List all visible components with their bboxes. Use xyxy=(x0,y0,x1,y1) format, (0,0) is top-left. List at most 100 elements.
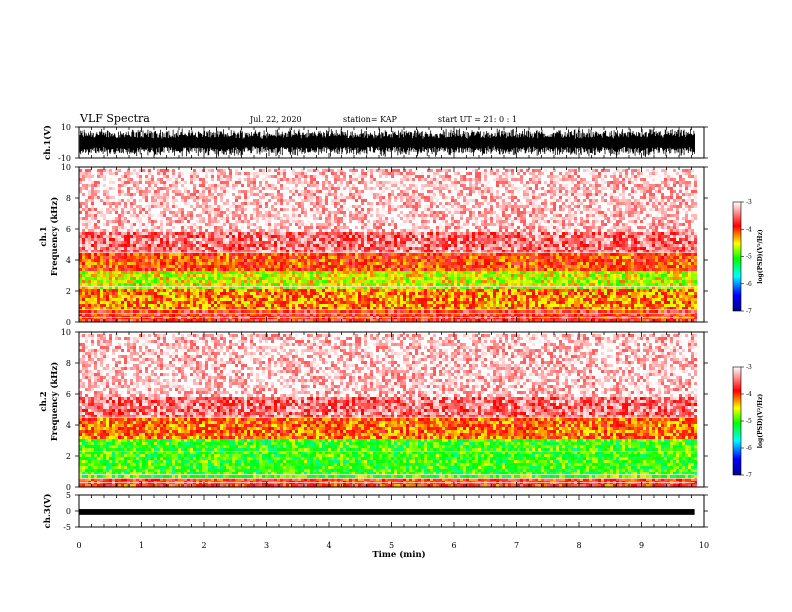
spectrogram-cell xyxy=(637,262,640,265)
spectrogram-cell xyxy=(226,304,229,307)
spectrogram-cell xyxy=(364,268,367,271)
spectrogram-cell xyxy=(277,301,280,304)
spectrogram-cell xyxy=(613,298,616,301)
spectrogram-cell xyxy=(328,292,331,295)
spectrogram-cell xyxy=(277,271,280,274)
spectrogram-cell xyxy=(595,262,598,265)
spectrogram-cell xyxy=(445,256,448,259)
spectrogram-cell xyxy=(196,292,199,295)
spectrogram-cell xyxy=(163,271,166,274)
spectrogram-cell xyxy=(94,283,97,286)
spectrogram-cell xyxy=(634,274,637,277)
spectrogram-cell xyxy=(679,274,682,277)
spectrogram-cell xyxy=(487,256,490,259)
spectrogram-cell xyxy=(406,283,409,286)
spectrogram-cell xyxy=(295,253,298,256)
spectrogram-cell xyxy=(544,298,547,301)
spectrogram-cell xyxy=(166,253,169,256)
spectrogram-cell xyxy=(520,292,523,295)
spectrogram-cell xyxy=(340,271,343,274)
spectrogram-cell xyxy=(445,295,448,298)
spectrogram-cell xyxy=(211,292,214,295)
spectrogram-cell xyxy=(556,289,559,292)
spectrogram-cell xyxy=(223,283,226,286)
spectrogram-cell xyxy=(340,265,343,268)
spectrogram-cell xyxy=(448,310,451,313)
spectrogram-cell xyxy=(379,280,382,283)
spectrogram-cell xyxy=(505,289,508,292)
spectrogram-cell xyxy=(304,253,307,256)
spectrogram-cell xyxy=(250,271,253,274)
spectrogram-cell xyxy=(559,271,562,274)
spectrogram-cell xyxy=(586,262,589,265)
spectrogram-cell xyxy=(436,259,439,262)
spectrogram-cell xyxy=(196,277,199,280)
spectrogram-cell xyxy=(580,265,583,268)
spectrogram-cell xyxy=(643,292,646,295)
spectrogram-cell xyxy=(136,274,139,277)
spectrogram-cell xyxy=(439,301,442,304)
spectrogram-cell xyxy=(313,304,316,307)
spectrogram-cell xyxy=(244,268,247,271)
spectrogram-cell xyxy=(184,256,187,259)
spectrogram-cell xyxy=(403,277,406,280)
spectrogram-cell xyxy=(280,265,283,268)
spectrogram-cell xyxy=(625,310,628,313)
spectrogram-cell xyxy=(346,265,349,268)
spectrogram-cell xyxy=(679,280,682,283)
spectrogram-cell xyxy=(241,310,244,313)
spectrogram-cell xyxy=(229,271,232,274)
spectrogram-cell xyxy=(352,301,355,304)
spectrogram-cell xyxy=(673,265,676,268)
spectrogram-cell xyxy=(211,295,214,298)
spectrogram-cell xyxy=(529,256,532,259)
spectrogram-cell xyxy=(409,253,412,256)
spectrogram-cell xyxy=(304,304,307,307)
spectrogram-cell xyxy=(100,253,103,256)
spectrogram-cell xyxy=(415,259,418,262)
spectrogram-cell xyxy=(418,298,421,301)
spectrogram-cell xyxy=(349,268,352,271)
spectrogram-cell xyxy=(400,301,403,304)
spectrogram-cell xyxy=(505,295,508,298)
spectrogram-cell xyxy=(388,304,391,307)
spectrogram-cell xyxy=(487,262,490,265)
spectrogram-cell xyxy=(346,277,349,280)
spectrogram-cell xyxy=(478,283,481,286)
spectrogram-cell xyxy=(139,253,142,256)
spectrogram-cell xyxy=(367,298,370,301)
spectrogram-cell xyxy=(265,283,268,286)
spectrogram-cell xyxy=(634,262,637,265)
spectrogram-cell xyxy=(610,310,613,313)
spectrogram-cell xyxy=(196,295,199,298)
spectrogram-cell xyxy=(250,265,253,268)
spectrogram-cell xyxy=(208,295,211,298)
spectrogram-cell xyxy=(292,292,295,295)
spectrogram-cell xyxy=(316,262,319,265)
spectrogram-cell xyxy=(460,304,463,307)
spectrogram-cell xyxy=(634,259,637,262)
spectrogram-cell xyxy=(148,265,151,268)
spectrogram-cell xyxy=(289,280,292,283)
spectrogram-cell xyxy=(568,283,571,286)
spectrogram-cell xyxy=(502,277,505,280)
spectrogram-cell xyxy=(496,280,499,283)
spectrogram-cell xyxy=(598,271,601,274)
spectrogram-cell xyxy=(112,277,115,280)
spectrogram-cell xyxy=(301,262,304,265)
spectrogram-cell xyxy=(313,280,316,283)
spectrogram-cell xyxy=(142,271,145,274)
spectrogram-cell xyxy=(688,295,691,298)
spectrogram-cell xyxy=(397,295,400,298)
spectrogram-cell xyxy=(127,295,130,298)
spectrogram-cell xyxy=(511,304,514,307)
spectrogram-cell xyxy=(229,310,232,313)
spectrogram-cell xyxy=(391,304,394,307)
spectrogram-cell xyxy=(124,277,127,280)
spectrogram-cell xyxy=(460,295,463,298)
spectrogram-cell xyxy=(478,304,481,307)
spectrogram-cell xyxy=(391,274,394,277)
spectrogram-cell xyxy=(508,253,511,256)
spectrogram-cell xyxy=(460,271,463,274)
spectrogram-cell xyxy=(355,253,358,256)
